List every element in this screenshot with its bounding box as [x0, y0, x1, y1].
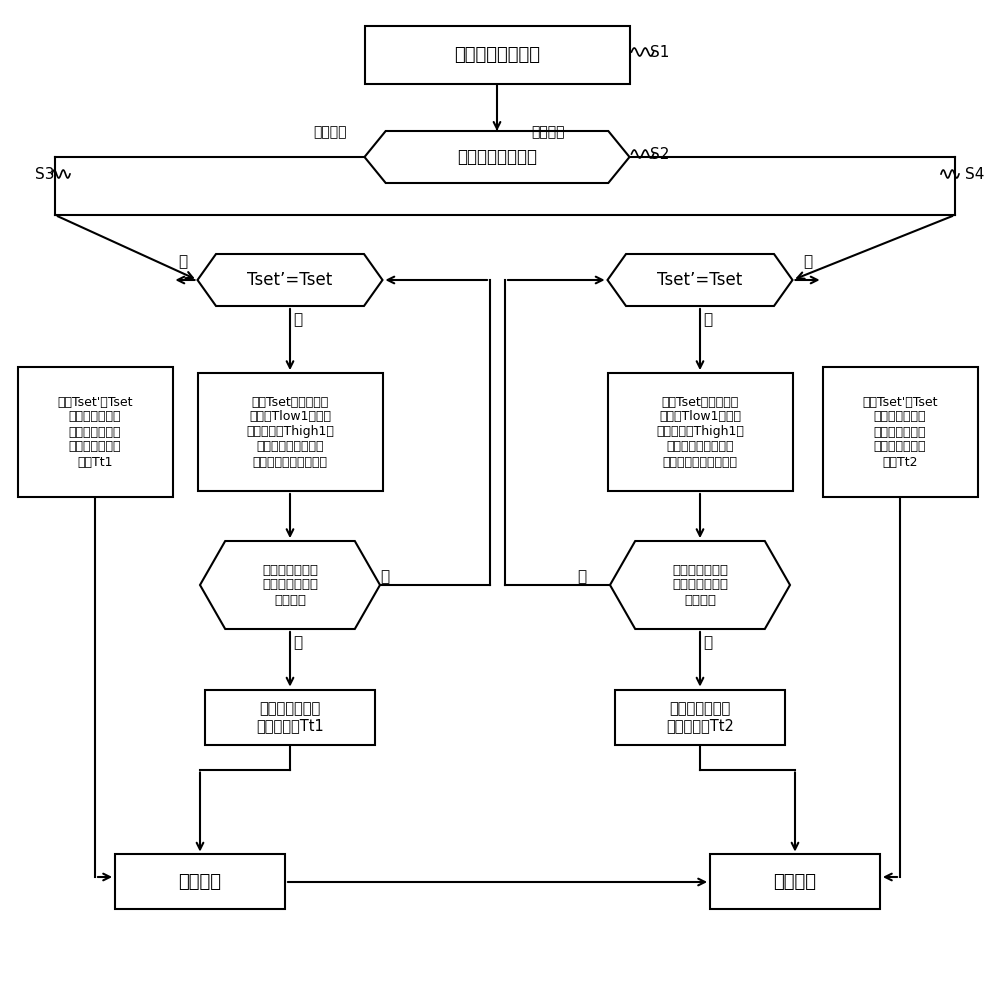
Text: 是: 是 — [703, 312, 712, 328]
Text: S1: S1 — [649, 45, 669, 60]
Polygon shape — [364, 131, 629, 183]
Text: 否: 否 — [178, 254, 187, 269]
Text: 是: 是 — [703, 636, 712, 650]
Bar — [614, 690, 784, 744]
Text: 是: 是 — [293, 636, 302, 650]
Text: 空调运行模式周
期累积数是否大
于预设值: 空调运行模式周 期累积数是否大 于预设值 — [261, 564, 318, 606]
Bar — [115, 854, 284, 909]
Text: 调整完成: 调整完成 — [772, 873, 816, 891]
Polygon shape — [607, 254, 791, 306]
Text: 否: 否 — [380, 570, 390, 584]
Text: 制热模式: 制热模式 — [313, 125, 346, 139]
Text: 调节空调换热器
目标温度值Tt1: 调节空调换热器 目标温度值Tt1 — [255, 701, 324, 733]
Text: Tset’=Tset: Tset’=Tset — [248, 271, 332, 289]
Bar — [364, 26, 629, 84]
Text: 根据Tset'和Tset
之间的大小关系
调整制热模式空
调换热器目标温
度值Tt1: 根据Tset'和Tset 之间的大小关系 调整制热模式空 调换热器目标温 度值T… — [58, 395, 132, 468]
Bar — [607, 373, 791, 491]
Text: 判断空调运行模式: 判断空调运行模式 — [456, 148, 537, 166]
Text: 调节空调换热器
目标温度值Tt2: 调节空调换热器 目标温度值Tt2 — [665, 701, 734, 733]
Text: S4: S4 — [964, 167, 983, 182]
Polygon shape — [200, 541, 380, 629]
Bar — [205, 690, 375, 744]
Text: 根据Tset与系统低温
设定值Tlow1和系统
高温设定值Thigh1之
间的大小关系记录空
调运行模式周期累积数: 根据Tset与系统低温 设定值Tlow1和系统 高温设定值Thigh1之 间的大… — [246, 395, 334, 468]
Text: 调整完成: 调整完成 — [178, 873, 222, 891]
Polygon shape — [609, 541, 789, 629]
Text: Tset’=Tset: Tset’=Tset — [657, 271, 742, 289]
Text: S2: S2 — [649, 147, 669, 162]
Bar — [18, 367, 172, 497]
Bar — [822, 367, 976, 497]
Text: 空调运行模式周
期累积数是否大
于预设值: 空调运行模式周 期累积数是否大 于预设值 — [671, 564, 728, 606]
Text: 读取空调运行模式: 读取空调运行模式 — [453, 46, 540, 64]
Text: 制冷模式: 制冷模式 — [531, 125, 565, 139]
Bar — [197, 373, 382, 491]
Text: 是: 是 — [293, 312, 302, 328]
Text: S3: S3 — [35, 167, 55, 182]
Text: 否: 否 — [577, 570, 586, 584]
Text: 根据Tset'和Tset
之间的大小关系
调整制热模式空
调换热器目标温
度值Tt2: 根据Tset'和Tset 之间的大小关系 调整制热模式空 调换热器目标温 度值T… — [862, 395, 936, 468]
Text: 根据Tset与系统低温
设定值Tlow1和系统
高温设定值Thigh1之
间的大小关系记录空
调运行模式周期累积数: 根据Tset与系统低温 设定值Tlow1和系统 高温设定值Thigh1之 间的大… — [655, 395, 744, 468]
Polygon shape — [197, 254, 382, 306]
Bar — [710, 854, 879, 909]
Text: 否: 否 — [802, 254, 811, 269]
